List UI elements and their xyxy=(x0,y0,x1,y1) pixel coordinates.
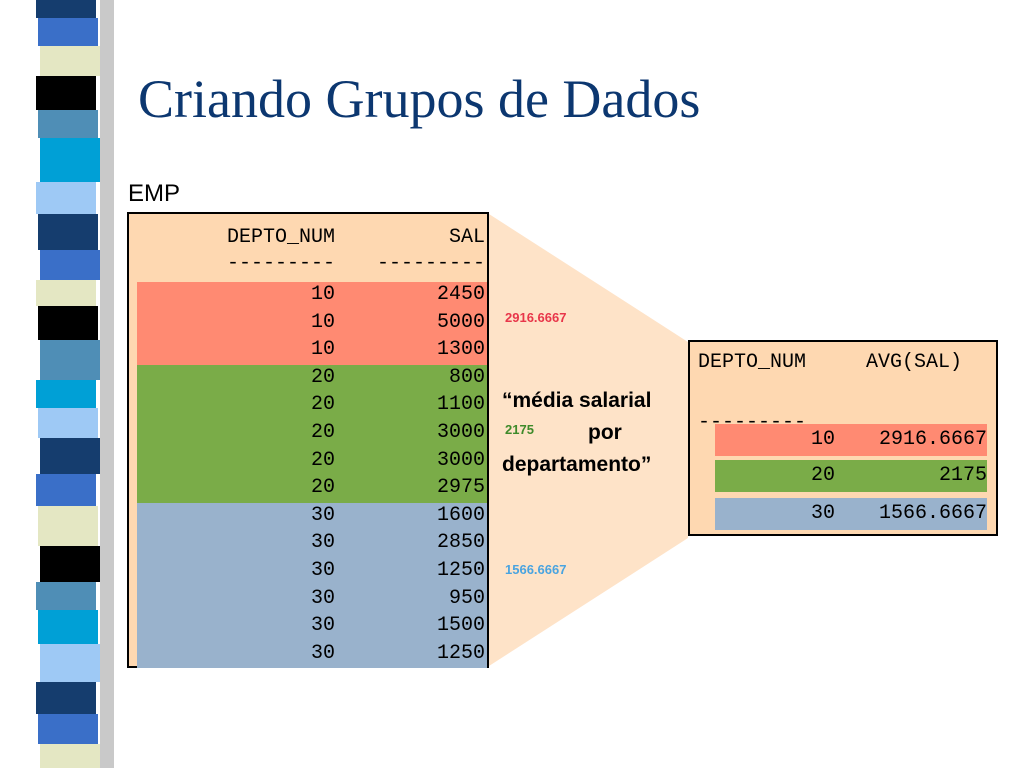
sal-cell: 1100 xyxy=(436,393,485,417)
sal-cell: 3000 xyxy=(436,421,485,444)
sal-cell: 1600 xyxy=(436,503,485,527)
group-10-average-label: 2916.6667 xyxy=(505,310,566,325)
table-row: 20 3000 xyxy=(137,447,487,476)
sal-cell: 1500 xyxy=(436,614,485,638)
depto-num-cell: 30 xyxy=(310,641,335,665)
decorative-stripe xyxy=(0,0,118,768)
table-row: 10 5000 xyxy=(137,309,487,338)
table-row: 30 2850 xyxy=(137,530,487,558)
average-salary-caption: “média salarial por departamento” xyxy=(502,385,690,481)
depto-num-cell: 30 xyxy=(310,503,335,527)
emp-table-header: DEPTO_NUM SAL xyxy=(137,226,487,252)
slide-title: Criando Grupos de Dados xyxy=(138,69,701,129)
sal-cell: 950 xyxy=(448,586,485,610)
table-row: 20 2975 xyxy=(137,475,487,503)
group-10-average-value: 2916.6667 xyxy=(505,310,567,325)
table-row: 30 1250 xyxy=(137,558,487,586)
caption-line-3: departamento” xyxy=(502,453,652,476)
depto-num-cell: 30 xyxy=(310,614,335,638)
group-20-average-label: 2175 xyxy=(505,422,534,437)
depto-num-cell: 20 xyxy=(310,393,335,417)
table-row: 30 1600 xyxy=(137,502,487,531)
caption-line-1: “média salarial xyxy=(502,389,652,412)
result-depto-cell: 30 xyxy=(810,502,835,525)
depto-num-cell: 30 xyxy=(310,531,335,555)
depto-num-cell: 10 xyxy=(310,283,335,306)
emp-table: DEPTO_NUM SAL --------- --------- 10 2450… xyxy=(127,212,489,669)
table-row: 10 2450 xyxy=(137,282,487,310)
separator-depto-num: --------- xyxy=(226,252,335,275)
depto-num-cell: 30 xyxy=(310,559,335,582)
table-row: 30 1500 xyxy=(137,613,487,641)
sal-cell: 1250 xyxy=(436,559,485,582)
result-row: 10 2916.6667 xyxy=(715,424,987,456)
group-30-average-value: 1566.6667 xyxy=(505,562,567,577)
table-row: 20 1100 xyxy=(137,392,487,420)
depto-num-cell: 30 xyxy=(310,586,335,610)
depto-num-cell: 20 xyxy=(310,448,335,472)
result-depto-cell: 10 xyxy=(810,428,835,451)
table-row: 20 800 xyxy=(137,364,487,393)
table-row: 30 1250 xyxy=(137,640,487,669)
depto-num-cell: 20 xyxy=(310,476,335,500)
group-30-average-label: 1566.6667 xyxy=(505,562,566,577)
result-row: 20 2175 xyxy=(715,460,987,492)
result-avg-cell: 1566.6667 xyxy=(878,502,987,525)
result-header-avg-sal: AVG(SAL) xyxy=(866,351,963,374)
sal-cell: 1250 xyxy=(436,641,485,665)
sal-cell: 2450 xyxy=(436,283,485,306)
header-depto-num: DEPTO_NUM xyxy=(226,226,335,249)
sal-cell: 800 xyxy=(448,365,485,389)
result-avg-cell: 2916.6667 xyxy=(878,428,987,451)
group-20-average-value: 2175 xyxy=(505,422,534,437)
depto-num-cell: 10 xyxy=(310,310,335,334)
sal-cell: 1300 xyxy=(436,338,485,362)
sal-cell: 2975 xyxy=(436,476,485,500)
result-header-depto-num: DEPTO_NUM xyxy=(698,351,807,374)
depto-num-cell: 20 xyxy=(310,421,335,444)
table-label: EMP xyxy=(128,180,181,207)
result-avg-cell: 2175 xyxy=(938,464,987,487)
table-row: 20 3000 xyxy=(137,420,487,448)
header-sal: SAL xyxy=(448,226,485,249)
separator-sal: --------- xyxy=(376,252,485,275)
sal-cell: 5000 xyxy=(436,310,485,334)
caption-line-2: por xyxy=(588,421,622,444)
result-depto-cell: 20 xyxy=(810,464,835,487)
result-table: DEPTO_NUM AVG(SAL) --------- --------- 1… xyxy=(688,340,998,536)
sal-cell: 2850 xyxy=(436,531,485,555)
table-row: 10 1300 xyxy=(137,337,487,365)
depto-num-cell: 20 xyxy=(310,365,335,389)
depto-num-cell: 10 xyxy=(310,338,335,362)
table-row: 30 950 xyxy=(137,585,487,614)
result-row: 30 1566.6667 xyxy=(715,498,987,530)
emp-table-separator: --------- --------- xyxy=(137,252,487,278)
sal-cell: 3000 xyxy=(436,448,485,472)
